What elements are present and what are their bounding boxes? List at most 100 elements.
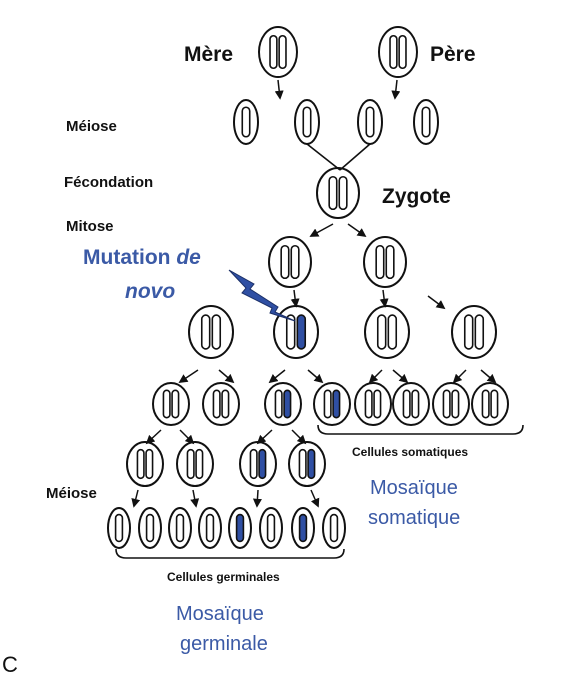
chromosome xyxy=(481,389,490,419)
chromosome xyxy=(285,314,296,350)
label-cellules-germinales: Cellules germinales xyxy=(167,570,280,584)
lines-layer xyxy=(115,143,524,559)
label-meiose-top: Méiose xyxy=(66,118,117,135)
cell-membrane xyxy=(363,236,407,288)
label-meiose-bottom: Méiose xyxy=(46,485,97,502)
cell-row3-somatic-2 xyxy=(392,382,430,426)
chromosome xyxy=(474,314,485,350)
label-mosaique-somatique-1: Mosaïque xyxy=(370,477,458,499)
arrow-row3-2 xyxy=(218,369,235,384)
arrow-zygote-right xyxy=(347,223,367,238)
cell-membrane xyxy=(126,441,164,487)
cell-membrane xyxy=(378,26,418,78)
cell-membrane xyxy=(392,382,430,426)
cell-membrane xyxy=(288,441,326,487)
cell-row3-somatic-4 xyxy=(471,382,509,426)
arrow-meiose-2 xyxy=(190,489,200,508)
cell-membrane xyxy=(152,382,190,426)
gamete-germinal-6 xyxy=(259,507,283,549)
arrow-meiose-1 xyxy=(131,489,141,508)
chromosome xyxy=(211,314,222,350)
chromosome xyxy=(364,389,373,419)
label-mosaique-germinale-1: Mosaïque xyxy=(176,603,264,625)
gamete-germinal-7 xyxy=(291,507,315,549)
cell-somatic-precursor-1 xyxy=(364,305,410,359)
panel-letter: C xyxy=(2,652,18,677)
chromosome xyxy=(385,244,395,280)
chromosome xyxy=(200,314,211,350)
chromosome xyxy=(186,448,195,480)
cell-row3-somatic-1 xyxy=(354,382,392,426)
germinal-bracket xyxy=(115,548,345,559)
gamete-germinal-2 xyxy=(138,507,162,549)
chromosome xyxy=(329,513,339,543)
arrow-m1l-down xyxy=(290,289,300,308)
arrow-meiose-4 xyxy=(310,489,320,508)
chromosome xyxy=(328,175,338,211)
cells-layer xyxy=(107,26,509,549)
chromosome xyxy=(463,314,474,350)
arrow-row3-3 xyxy=(268,369,286,384)
chromosome xyxy=(195,448,204,480)
cell-row3-somatic-mutant xyxy=(313,382,351,426)
chromosome xyxy=(387,314,398,350)
cell-membrane xyxy=(451,305,497,359)
mutant-chromosome xyxy=(296,314,307,350)
arrow-m1r-diag xyxy=(427,295,446,310)
chromosome xyxy=(323,389,332,419)
chromosome xyxy=(145,448,154,480)
chromosome xyxy=(274,389,283,419)
lightning-bolt-icon xyxy=(228,269,296,322)
chromosome xyxy=(175,513,185,543)
chromosome xyxy=(376,314,387,350)
cell-germ-3 xyxy=(239,441,277,487)
cell-membrane xyxy=(258,26,298,78)
chromosome xyxy=(205,513,215,543)
chromosome xyxy=(442,389,451,419)
arrow-meiose-3 xyxy=(252,489,262,508)
cell-germ-4 xyxy=(288,441,326,487)
cell-membrane xyxy=(313,382,351,426)
chromosome xyxy=(114,513,124,543)
label-mosaique-germinale-2: germinale xyxy=(180,633,268,655)
gamete-mere-2 xyxy=(294,99,320,145)
cell-membrane xyxy=(273,305,319,359)
cell-germline-precursor xyxy=(188,305,234,359)
arrows-layer xyxy=(131,79,497,508)
arrow-m1r-down xyxy=(379,289,389,308)
fecondation-line-right xyxy=(339,143,371,171)
chromosome xyxy=(389,34,398,70)
chromosome xyxy=(212,389,221,419)
chromosome xyxy=(365,106,375,138)
cell-membrane xyxy=(264,382,302,426)
chromosome xyxy=(375,244,385,280)
arrow-zygote-left xyxy=(309,223,334,237)
cell-zygote xyxy=(316,167,360,219)
cell-membrane xyxy=(239,441,277,487)
chromosome xyxy=(402,389,411,419)
cell-membrane xyxy=(316,167,360,219)
mutant-chromosome xyxy=(235,513,245,543)
fecondation-line-left xyxy=(306,143,341,171)
arrow-row3-4 xyxy=(307,369,324,384)
chromosome xyxy=(411,389,420,419)
label-fecondation: Fécondation xyxy=(64,174,153,191)
arrow-row3-7 xyxy=(452,369,467,384)
chromosome xyxy=(338,175,348,211)
chromosome xyxy=(490,389,499,419)
mutant-chromosome xyxy=(307,448,316,480)
label-novo: novo xyxy=(125,280,175,303)
label-mere: Mère xyxy=(184,43,233,66)
cell-germ-2 xyxy=(176,441,214,487)
cell-membrane xyxy=(432,382,470,426)
chromosome xyxy=(451,389,460,419)
chromosome xyxy=(278,34,287,70)
cell-membrane xyxy=(176,441,214,487)
chromosome xyxy=(249,448,258,480)
arrow-row4-1 xyxy=(145,429,162,445)
label-pere: Père xyxy=(430,43,476,66)
mutant-chromosome xyxy=(258,448,267,480)
chromosome xyxy=(269,34,278,70)
chromosome xyxy=(280,244,290,280)
